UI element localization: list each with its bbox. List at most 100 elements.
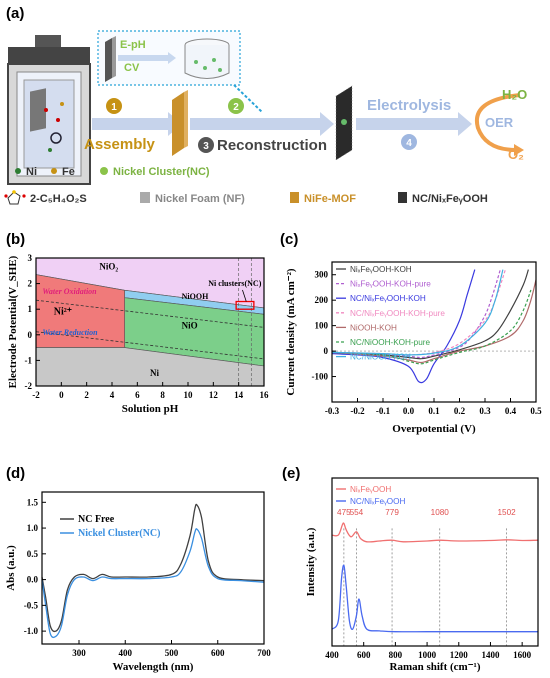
chart-c-ytick-label: 300 [315,270,329,280]
panel-label-b: (b) [6,231,25,248]
o2-label: O₂ [508,147,524,162]
pourbaix-annotation: Ni [150,368,159,378]
fe-dot-icon [51,168,57,174]
raman-peak-label: 554 [350,508,364,517]
lsv-legend-label: NiₓFeᵧOOH-KOH [350,265,412,274]
chart-d-ytick-label: 1.0 [27,523,39,533]
panel-label-e: (e) [282,465,300,482]
chart-e-xtick-label: 600 [357,650,371,660]
assembly-label: Assembly [84,136,156,153]
oer-arrowhead [514,144,524,156]
chart-e-xtick-label: 1200 [450,650,469,660]
chart-b-xtick-label: 16 [260,390,270,400]
chart-e-xlabel: Raman shift (cm⁻¹) [390,661,481,673]
reconstruction-label: Reconstruction [217,137,327,154]
nc-highlight-box [235,300,255,310]
chart-b-xtick-label: 10 [184,390,194,400]
chart-c-xtick-label: -0.1 [376,406,391,416]
chart-c-ytick-label: 200 [315,295,329,305]
chart-c-ytick-label: 0 [324,346,329,356]
chart-d-xtick-label: 300 [72,648,86,658]
chart-c: -0.3 -0.2 -0.1 0.0 0.1 0.2 0.3 0.4 0.5 -100 0 100 20… [285,261,542,435]
chart-d-ytick-label: 0.0 [27,575,39,585]
chart-c-xtick-label: 0.1 [428,406,440,416]
chart-c-xtick-label: 0.2 [454,406,466,416]
step4-badge [401,134,417,150]
chart-d-ytick-label: 0.5 [27,549,39,559]
chart-c-xtick-label: 0.3 [479,406,491,416]
legend-product: NC/NiₓFeᵧOOH [412,193,488,205]
chart-c-xtick-label: 0.5 [530,406,542,416]
inset-arrow [118,52,176,64]
lsv-series-line [332,269,504,356]
lsv-series-line [332,269,476,384]
lsv-series-line [332,269,501,359]
chart-c-xtick-label: 0.4 [505,406,517,416]
chart-c-ylabel: Current density (mA cm⁻²) [285,268,297,395]
chart-d-xtick-label: 500 [165,648,179,658]
nc-pointer [242,289,247,302]
chart-d-ylabel: Abs (a.u.) [5,545,17,591]
raman-peak-label: 475 [337,508,351,517]
step2-badge [228,98,244,114]
chart-b-xtick-label: 6 [135,390,140,400]
chart-d: 300 400 500 600 700 -1.0 -0.5 0.0 0.5 1.0 1.5 NC Fr… [5,491,271,673]
raman-peak-label: 779 [385,508,399,517]
chart-b-ytick-label: 2 [28,279,33,289]
chart-d-xtick-label: 700 [257,648,271,658]
pourbaix-annotation: Water Reduction [42,328,98,337]
chart-b-xtick-label: 14 [234,390,244,400]
pourbaix-annotation: NiO [182,320,198,330]
chart-e-xtick-label: 400 [325,650,339,660]
pourbaix-annotation: Ni²⁺ [54,306,72,317]
chart-e-frame [331,477,539,647]
mof-plate-icon [172,90,188,156]
step1-arrow [92,112,182,136]
raman-peak-label: 1502 [498,508,517,517]
chart-b-xtick-label: -2 [32,390,40,400]
chart-b-xtick-label: 2 [84,390,89,400]
panel-label-d: (d) [6,465,25,482]
ni-dot-icon [15,168,21,174]
uv-legend-label: Nickel Cluster(NC) [78,528,160,539]
inset-pointer [233,84,263,113]
chart-b-ytick-label: -2 [25,381,33,391]
pourbaix-annotation: Ni clusters(NC) [208,279,261,288]
chart-d-ytick-label: -0.5 [24,600,39,610]
chart-b-ytick-label: 1 [28,304,33,314]
legend-nf: Nickel Foam (NF) [155,193,245,205]
chart-b-ylabel: Electrode Potential(V_SHE) [7,255,19,388]
chart-c-xtick-label: -0.2 [350,406,365,416]
uv-series-line [41,528,265,639]
chart-c-xtick-label: -0.3 [325,406,340,416]
uv-series-line [41,503,265,633]
lsv-legend-label: NC/NiOOH-KOH [350,353,411,362]
h2o-label: H₂O [502,87,527,102]
chart-e-ylabel: Intensity (a.u.) [305,527,317,596]
water-line [35,299,265,328]
lsv-legend-label: NC/NiₓFeᵧOOH-KOH [350,294,426,303]
lsv-legend-label: NC/NiOOH-KOH-pure [350,338,431,347]
chart-e-xtick-label: 1400 [481,650,500,660]
nf-swatch-icon [140,192,150,203]
pourbaix-annotation: Water Oxidation [42,287,97,296]
pourbaix-annotation: NiOOH [182,292,209,301]
panel-label-a: (a) [6,5,24,22]
chart-b-xtick-label: 12 [209,390,219,400]
ligand-icon [4,190,26,205]
step4-number: 4 [406,138,412,149]
chart-d-xtick-label: 400 [119,648,133,658]
autoclave-icon [7,35,91,185]
step1-badge [106,98,122,114]
inset-epH: E-pH [120,39,146,51]
lsv-series-line [332,269,529,360]
legend-ligand: 2-C₅H₄O₂S [30,193,87,205]
product-swatch-icon [398,192,407,203]
chart-b: NiO₂ Ni²⁺ NiOOH NiO Ni Water Oxidation Water R… [7,253,269,415]
oer-label: OER [485,115,514,130]
chart-b-xtick-label: 4 [110,390,115,400]
legend-ni: Ni [26,166,37,178]
chart-b-ytick-label: 0 [28,330,33,340]
